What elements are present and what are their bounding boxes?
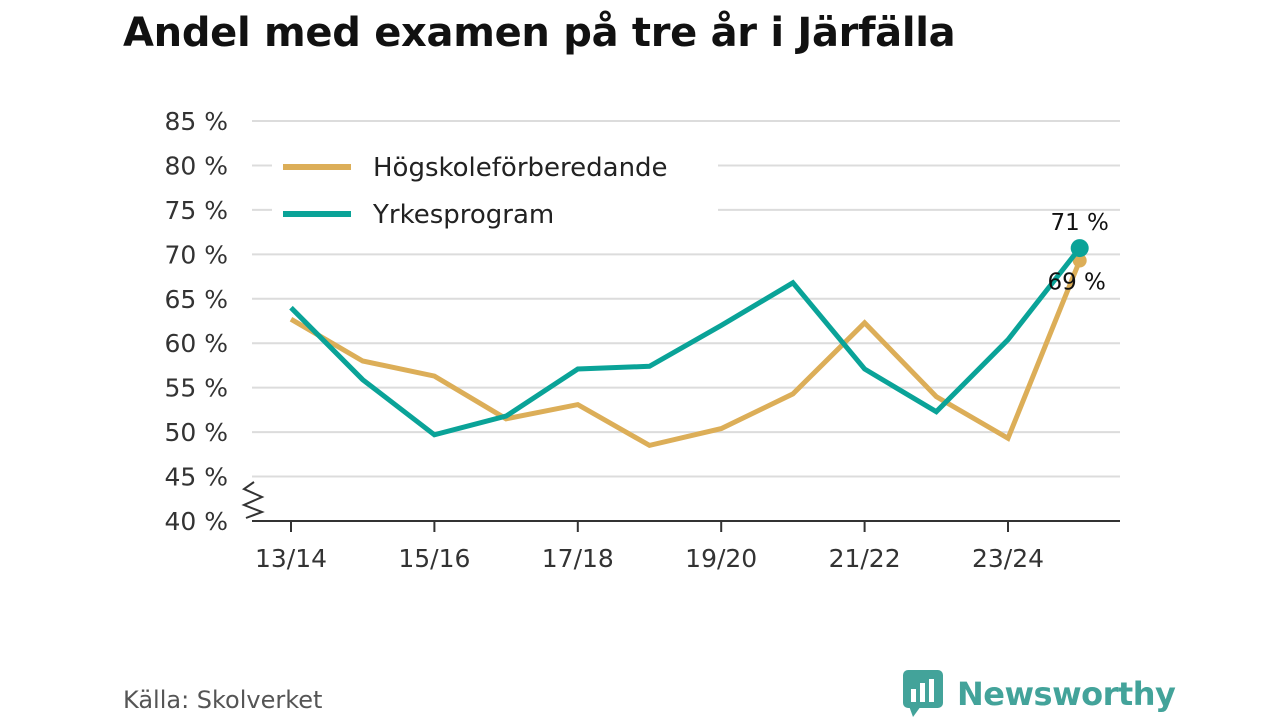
source-note: Källa: Skolverket <box>123 686 323 714</box>
y-tick-label: 70 % <box>164 240 228 269</box>
x-tick-label: 21/22 <box>829 544 901 573</box>
end-labels: 71 % 69 % <box>1047 210 1108 295</box>
x-tick-label: 15/16 <box>398 544 470 573</box>
x-axis <box>241 481 1120 522</box>
legend: Högskoleförberedande Yrkesprogram <box>272 142 718 230</box>
end-label-hogskoleforberedande: 69 % <box>1047 270 1105 296</box>
series-line-yrkesprogram <box>289 246 1082 438</box>
y-tick-label: 55 % <box>164 374 228 403</box>
y-tick-label: 65 % <box>164 285 228 314</box>
x-tick-label: 13/14 <box>255 544 327 573</box>
axis-break-icon <box>241 481 265 519</box>
y-axis-ticks: 40 % 45 % 50 % 55 % 60 % 65 % 70 % 75 % 80 % 85 % <box>164 107 228 536</box>
y-tick-label: 80 % <box>164 151 228 180</box>
y-tick-label: 60 % <box>164 329 228 358</box>
x-axis-ticks: 13/14 15/16 17/18 19/20 21/22 23/24 <box>255 521 1044 573</box>
series-lines <box>289 239 1089 449</box>
series-end-point <box>1070 239 1089 258</box>
brand-name: Newsworthy <box>957 675 1176 713</box>
series-end-point <box>1072 253 1087 268</box>
brand-logo: Newsworthy <box>903 670 1176 718</box>
x-tick-label: 17/18 <box>542 544 614 573</box>
y-tick-label: 50 % <box>164 418 228 447</box>
legend-label: Yrkesprogram <box>372 200 554 230</box>
newsworthy-logo-icon <box>903 670 943 717</box>
x-tick-label: 23/24 <box>972 544 1044 573</box>
y-tick-label: 45 % <box>164 463 228 492</box>
y-tick-label: 75 % <box>164 196 228 225</box>
legend-label: Högskoleförberedande <box>373 153 668 183</box>
chart-title: Andel med examen på tre år i Järfälla <box>123 10 956 56</box>
series-line-hogskoleforberedande <box>289 259 1083 449</box>
x-tick-label: 19/20 <box>685 544 757 573</box>
y-tick-label: 85 % <box>164 107 228 136</box>
end-label-yrkesprogram: 71 % <box>1050 210 1108 236</box>
y-tick-label: 40 % <box>164 507 228 536</box>
